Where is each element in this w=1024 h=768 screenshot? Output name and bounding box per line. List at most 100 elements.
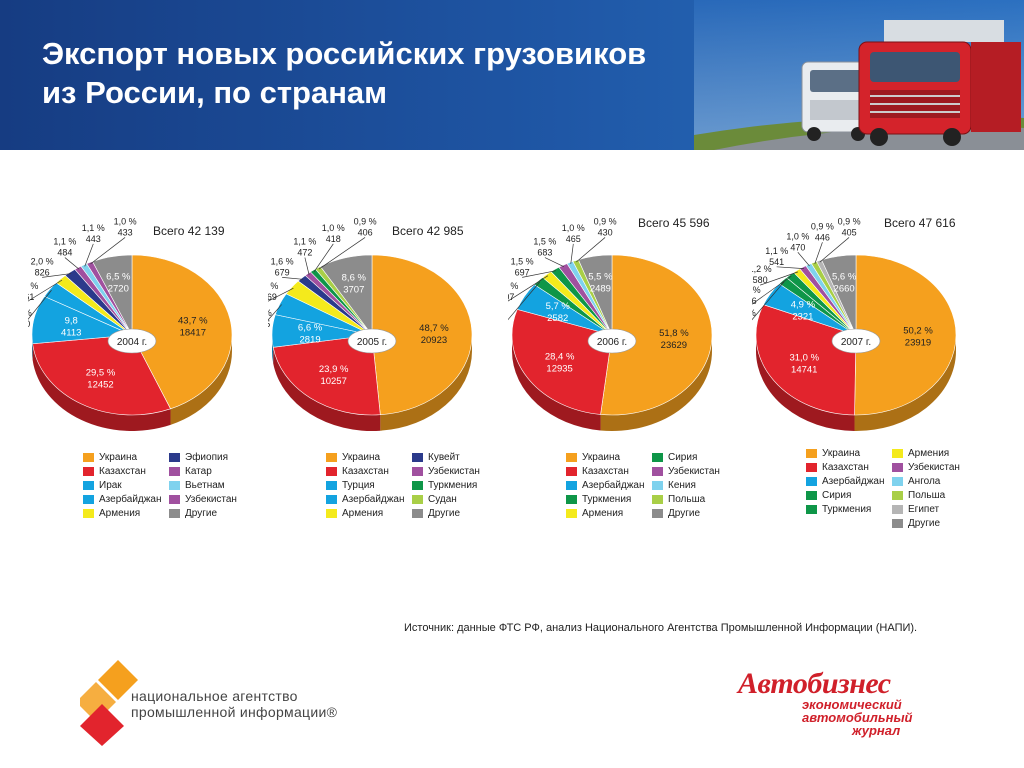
slice-side-ukraina — [600, 335, 712, 431]
legend-label: Азербайджан — [822, 476, 885, 487]
legend-item-uzbekistan: Узбекистан — [892, 462, 960, 474]
legend-item-drugie: Другие — [652, 508, 700, 520]
legend-swatch — [566, 453, 577, 462]
legend-swatch — [326, 495, 337, 504]
legend-label: Украина — [582, 452, 621, 463]
legend-label: Ирак — [99, 480, 122, 491]
leader-line — [268, 287, 294, 302]
slice-percent-label: 48,7 % — [419, 323, 449, 334]
legend-swatch — [412, 509, 423, 518]
legend-swatch — [806, 491, 817, 500]
leader-line — [90, 237, 126, 265]
legend-swatch — [326, 467, 337, 476]
slice-percent-label: 3,2 % — [268, 281, 278, 291]
legend-swatch — [83, 509, 94, 518]
slice-percent-label: 1,0 % — [322, 223, 345, 233]
legend-item-azerbaydzhan: Азербайджан — [566, 480, 645, 492]
slice-percent-label: 4,9 % — [791, 299, 816, 310]
slice-value-label: 12935 — [546, 364, 572, 375]
slice-value-label: 1390 — [28, 319, 30, 329]
legend-item-ukraina: Украина — [326, 452, 380, 464]
legend-label: Узбекистан — [185, 494, 237, 505]
slice-value-label: 3707 — [343, 285, 364, 296]
slice-value-label: 861 — [28, 292, 34, 302]
slice-percent-label: 1,1 % — [293, 237, 316, 247]
leader-line — [814, 242, 823, 264]
legend-label: Сирия — [668, 452, 698, 463]
slice-ukraina — [131, 254, 233, 410]
slice-side-kazahstan — [273, 347, 381, 431]
napi-name-line1: национальное агентство — [131, 688, 298, 704]
legend-label: Узбекистан — [908, 462, 960, 473]
pie-chart-2005: 2005 г. 48,7 %20923 23,9 %10257 6,6 %2819 4,… — [268, 215, 508, 535]
slice-percent-label: 1,8 % — [508, 281, 518, 291]
legend-label: Вьетнам — [185, 480, 225, 491]
legend-item-kazahstan: Казахстан — [806, 462, 869, 474]
year-label: 2004 г. — [117, 337, 147, 348]
legend-item-ukraina: Украина — [83, 452, 137, 464]
legend-swatch — [326, 453, 337, 462]
slice-percent-label: 2,0 % — [31, 256, 54, 266]
leader-line — [268, 304, 282, 321]
slice-value-label: 580 — [753, 275, 768, 285]
leader-line — [576, 237, 606, 263]
legend-label: Украина — [99, 452, 138, 463]
slice-value-label: 826 — [35, 267, 50, 277]
legend-label: Армения — [99, 508, 141, 519]
slice-percent-label: 31,0 % — [789, 352, 819, 363]
legend-swatch — [566, 481, 577, 490]
legend-item-ukraina: Украина — [566, 452, 620, 464]
year-label: 2005 г. — [357, 337, 387, 348]
autobusiness-logo: Автобизнес — [738, 667, 891, 700]
slice-value-label: 465 — [566, 234, 581, 244]
legend-swatch — [892, 477, 903, 486]
legend-label: Туркмения — [582, 494, 632, 505]
legend-label: Туркмения — [822, 504, 872, 515]
slice-value-label: 484 — [57, 248, 72, 258]
slice-value-label: 470 — [790, 242, 805, 252]
slice-value-label: 433 — [118, 227, 133, 237]
leader-line — [760, 271, 798, 286]
legend-label: Другие — [668, 508, 701, 519]
header-banner: Экспорт новых российских грузовиков из Р… — [0, 0, 1024, 150]
legend-item-azerbaydzhan: Азербайджан — [806, 476, 885, 488]
legend-swatch — [83, 467, 94, 476]
legend-label: Украина — [342, 452, 381, 463]
leader-line — [508, 275, 549, 302]
slice-side-kazahstan — [512, 335, 601, 431]
legend-label: Кения — [668, 480, 696, 491]
slice-side-ukraina — [170, 335, 232, 425]
slice-percent-label: 6,5 % — [106, 272, 131, 283]
slice-drugie — [821, 254, 857, 336]
slice-kazahstan — [755, 304, 857, 416]
legend-swatch — [652, 453, 663, 462]
legend-label: Другие — [428, 508, 461, 519]
legend-item-uzbekistan: Узбекистан — [169, 494, 237, 506]
slice-value-label: 12452 — [87, 380, 113, 391]
autobusiness-subtitle-3: журнал — [852, 723, 901, 738]
leader-line — [304, 257, 310, 275]
legend-label: Украина — [822, 448, 861, 459]
napi-logo-icon — [80, 660, 138, 746]
slice-side-ukraina — [380, 335, 472, 431]
legend-label: Египет — [908, 504, 940, 515]
legend-swatch — [652, 481, 663, 490]
slice-ukraina — [600, 254, 713, 416]
donut-hole — [107, 328, 157, 354]
slice-percent-label: 43,7 % — [178, 315, 208, 326]
leader-line — [282, 277, 304, 280]
legend-item-drugie: Другие — [892, 518, 940, 530]
slice-value-label: 406 — [358, 227, 373, 237]
legend-item-drugie: Другие — [169, 508, 217, 520]
legend-swatch — [83, 495, 94, 504]
legend-label: Другие — [185, 508, 218, 519]
legend-item-polsha: Польша — [652, 494, 705, 506]
legend-swatch — [806, 477, 817, 486]
slice-percent-label: 1,1 % — [53, 237, 76, 247]
slice-value-label: 430 — [598, 227, 613, 237]
leader-line — [508, 281, 541, 321]
legend-item-turkmeniya: Туркмения — [412, 480, 477, 492]
slice-kazahstan — [32, 334, 171, 416]
legend-label: Армения — [342, 508, 384, 519]
legend-item-efiopiya: Эфиопия — [169, 452, 228, 464]
